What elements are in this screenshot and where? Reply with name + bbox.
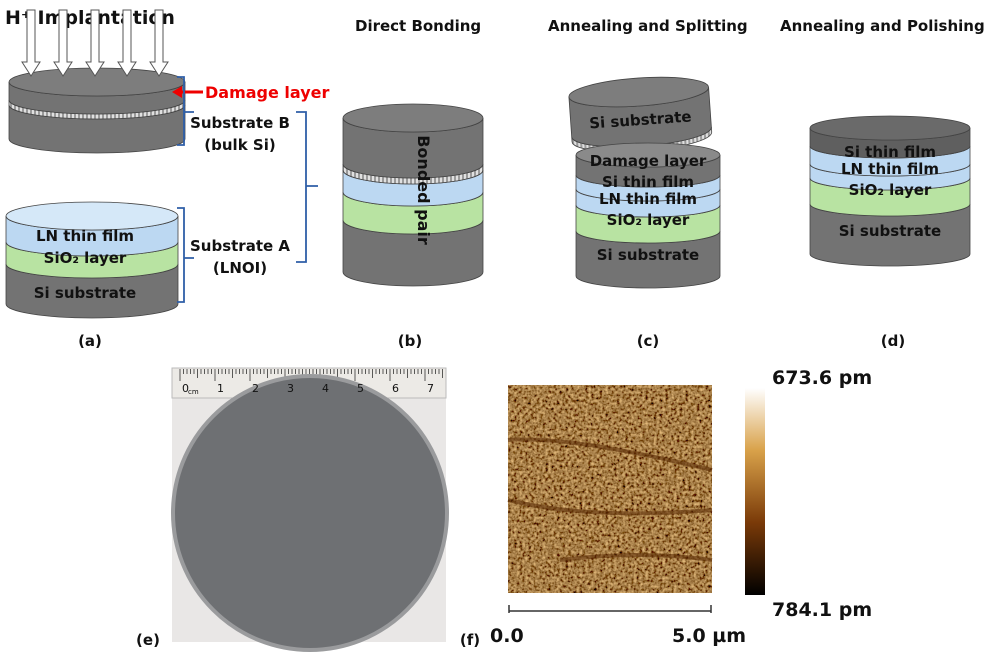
layer-label: LN thin film: [841, 160, 939, 178]
panel-tag: (b): [398, 332, 422, 350]
bonded-label: Bonded pair: [414, 135, 433, 245]
ruler-label: 3: [287, 382, 294, 395]
panel-tag: (f): [460, 631, 480, 649]
layer-label: SiO₂ layer: [44, 249, 127, 267]
layer-label: Si thin film: [602, 173, 694, 191]
substrate-label: Substrate B: [190, 114, 290, 132]
cylinder-top: [343, 104, 483, 132]
panel-tag: (a): [78, 332, 102, 350]
cylinder: [343, 104, 483, 286]
ruler-label: 2: [252, 382, 259, 395]
scale-bar: [509, 605, 711, 613]
scale-label: 0.0: [490, 625, 524, 647]
substrate-note: (LNOI): [213, 259, 267, 277]
layer-label: Si substrate: [34, 284, 136, 302]
colorbar-label: 673.6 pm: [772, 367, 872, 389]
ruler-label: 4: [322, 382, 329, 395]
panel-tag: (c): [637, 332, 660, 350]
ruler-label: 7: [427, 382, 434, 395]
layer-label: Si substrate: [839, 222, 941, 240]
cylinder: [9, 68, 185, 153]
figure: H⁺ Implantation Damage layer Substrate B…: [0, 0, 1000, 655]
colorbar-label: 784.1 pm: [772, 599, 872, 621]
panel-tag: (e): [136, 631, 160, 649]
substrate-note: (bulk Si): [204, 136, 275, 154]
panel-tag: (d): [881, 332, 905, 350]
afm-image: [508, 385, 712, 593]
wafer: [173, 376, 447, 650]
panel-title: Annealing and Polishing: [780, 17, 985, 35]
damage-label: Damage layer: [205, 83, 329, 102]
layer-label: LN thin film: [36, 227, 134, 245]
layer-drawings: [6, 68, 970, 318]
ruler-label: 6: [392, 382, 399, 395]
cylinder-top: [810, 116, 970, 140]
layer-label: SiO₂ layer: [607, 211, 690, 229]
ruler-label: 5: [357, 382, 364, 395]
layer-label: SiO₂ layer: [849, 181, 932, 199]
layer-label: LN thin film: [599, 190, 697, 208]
layer-label: Damage layer: [590, 152, 707, 170]
substrate-label: Substrate A: [190, 237, 290, 255]
ruler-unit: cm: [188, 388, 199, 396]
scale-label: 5.0 µm: [672, 625, 746, 647]
ruler-label: 1: [217, 382, 224, 395]
layer-label: Si thin film: [844, 143, 936, 161]
cylinder-top: [6, 202, 178, 230]
colorbar: [745, 388, 765, 595]
panel-title: Annealing and Splitting: [548, 17, 748, 35]
panel-title: Direct Bonding: [355, 17, 481, 35]
layer-label: Si substrate: [597, 246, 699, 264]
